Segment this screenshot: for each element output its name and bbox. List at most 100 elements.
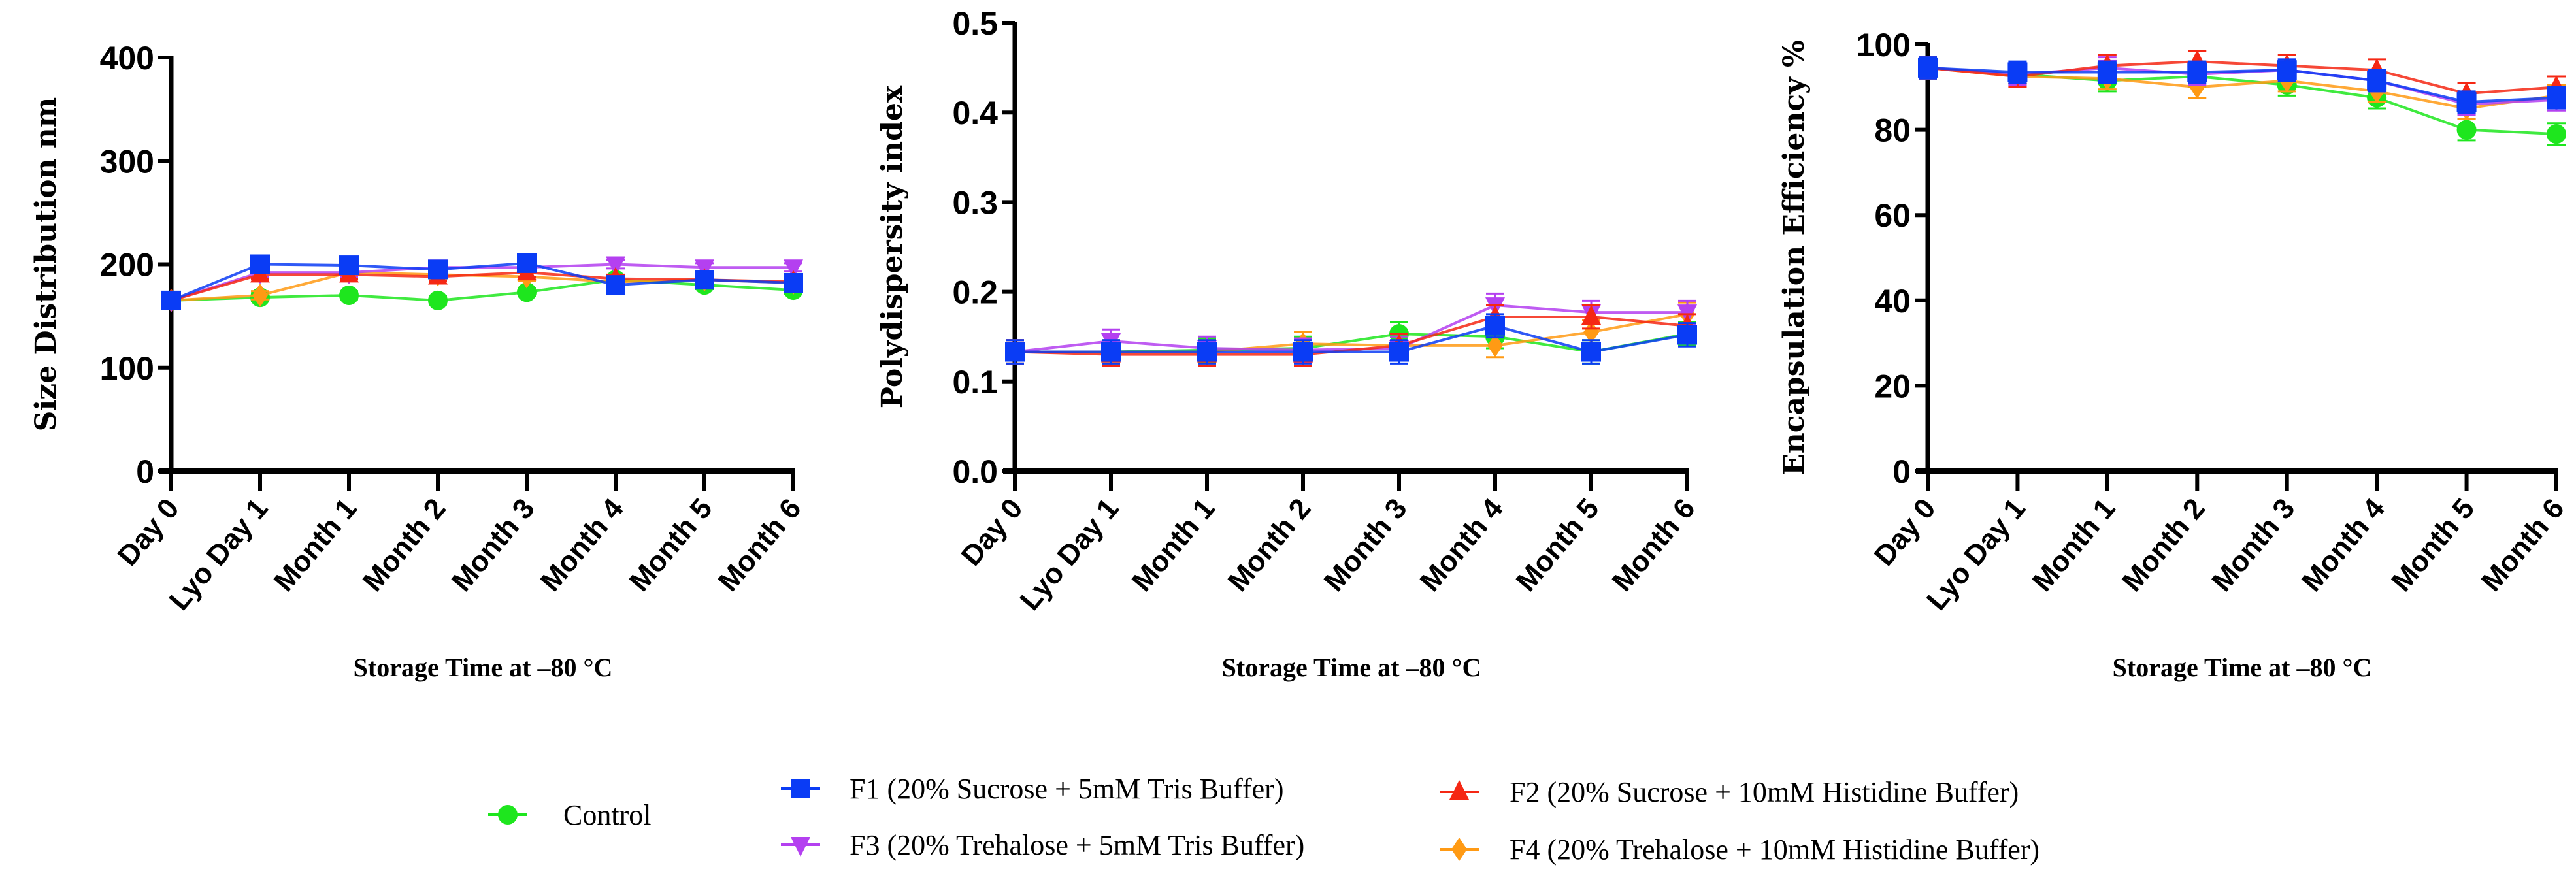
- data-point-f1: [339, 255, 359, 276]
- data-point-f1: [1581, 342, 1601, 362]
- data-point-f1: [1197, 342, 1217, 362]
- y-tick-label: 0: [136, 453, 154, 490]
- x-tick-label: Month 5: [1510, 493, 1606, 598]
- legend-marker-f1: [791, 779, 810, 798]
- x-axis-title: Storage Time at –80 °C: [1222, 653, 1481, 682]
- data-point-control: [339, 285, 359, 305]
- data-point-f1: [428, 259, 448, 280]
- series-line-f2: [1014, 316, 1688, 356]
- x-tick-label: Month 6: [2475, 493, 2571, 598]
- data-point-f1: [2187, 62, 2207, 82]
- data-point-f2: [1581, 305, 1601, 325]
- y-axis-title: Polydispersity index: [876, 85, 909, 408]
- data-point-control: [2456, 120, 2477, 140]
- data-point-f1: [517, 253, 537, 273]
- y-tick-label: 60: [1874, 197, 1911, 234]
- legend-item-control: Control: [488, 799, 651, 831]
- data-point-f1: [1918, 57, 1938, 78]
- y-tick-label: 0.3: [952, 184, 998, 221]
- y-tick-label: 40: [1874, 283, 1911, 319]
- data-point-f3: [606, 256, 625, 276]
- data-point-f1: [695, 270, 714, 290]
- legend-item-f4: F4 (20% Trehalose + 10mM Histidine Buffe…: [1440, 834, 2039, 866]
- x-tick-label: Day 0: [112, 493, 186, 572]
- x-tick-label: Month 3: [2205, 493, 2301, 598]
- x-tick-label: Month 4: [1414, 493, 1510, 598]
- y-tick-label: 100: [100, 350, 154, 387]
- data-point-f1: [250, 254, 270, 274]
- data-point-f1: [2456, 92, 2477, 112]
- series-line-f1: [1015, 324, 1688, 353]
- data-point-f1: [1101, 342, 1121, 362]
- series-line-f2: [1927, 60, 2557, 95]
- x-tick-label: Day 0: [1868, 493, 1942, 572]
- data-point-f1: [2277, 60, 2297, 80]
- y-tick-label: 20: [1874, 368, 1911, 404]
- x-tick-label: Month 3: [1318, 493, 1413, 598]
- legend-label: Control: [563, 799, 651, 831]
- legend-label: F4 (20% Trehalose + 10mM Histidine Buffe…: [1510, 834, 2039, 866]
- series-line-f1: [1927, 66, 2557, 104]
- legend-marker-f3: [791, 837, 810, 857]
- series-line-f4: [1927, 66, 2557, 110]
- y-tick-label: 0: [1892, 453, 1911, 490]
- x-tick-label: Month 5: [623, 493, 719, 598]
- y-tick-label: 0.2: [952, 274, 998, 311]
- y-tick-label: 0.1: [952, 364, 998, 400]
- y-tick-label: 80: [1874, 112, 1911, 149]
- series-f1: [1005, 313, 1697, 365]
- data-point-f3: [784, 259, 803, 280]
- y-tick-label: 300: [100, 143, 154, 180]
- y-axis-title: Size Distribution nm: [29, 97, 63, 432]
- series-f1: [1918, 56, 2566, 114]
- x-tick-label: Month 2: [1222, 493, 1317, 598]
- data-point-f4: [252, 283, 268, 307]
- legend-marker-control: [498, 805, 518, 825]
- x-tick-label: Day 0: [955, 493, 1029, 572]
- data-point-f1: [161, 290, 181, 310]
- data-point-f1: [1293, 342, 1313, 362]
- x-tick-label: Month 3: [446, 493, 541, 598]
- data-point-f1: [606, 275, 625, 295]
- y-axis-title: Encapsulation Efficiency %: [1777, 40, 1811, 476]
- x-tick-label: Lyo Day 1: [1014, 493, 1125, 616]
- data-point-control: [2547, 124, 2566, 144]
- y-tick-label: 400: [100, 40, 154, 76]
- x-tick-label: Month 1: [268, 493, 363, 598]
- y-tick-label: 0.4: [952, 95, 998, 131]
- legend-marker-f4: [1451, 838, 1467, 861]
- data-point-f1: [2367, 71, 2387, 91]
- legend-label: F1 (20% Sucrose + 5mM Tris Buffer): [850, 773, 1283, 805]
- data-point-f1: [784, 272, 803, 293]
- y-tick-label: 0.0: [952, 453, 998, 490]
- legend-item-f3: F3 (20% Trehalose + 5mM Tris Buffer): [781, 829, 1304, 861]
- legend-marker-f2: [1449, 780, 1469, 800]
- series-line-f1: [171, 261, 794, 302]
- legend-item-f1: F1 (20% Sucrose + 5mM Tris Buffer): [781, 773, 1283, 805]
- x-tick-label: Month 2: [357, 493, 452, 598]
- x-axis-title: Storage Time at –80 °C: [354, 653, 613, 682]
- x-tick-label: Month 5: [2385, 493, 2481, 598]
- data-point-f1: [1677, 325, 1697, 345]
- legend-label: F3 (20% Trehalose + 5mM Tris Buffer): [850, 829, 1304, 861]
- x-tick-label: Month 4: [2296, 493, 2391, 598]
- legend: Control F1 (20% Sucrose + 5mM Tris Buffer…: [488, 773, 2039, 866]
- data-point-f4: [1583, 320, 1599, 344]
- data-point-f1: [2547, 88, 2566, 108]
- series-f1: [161, 253, 803, 310]
- x-tick-label: Month 6: [712, 493, 808, 598]
- x-tick-label: Month 4: [535, 493, 630, 598]
- data-point-f1: [1005, 342, 1025, 362]
- y-tick-label: 0.5: [952, 5, 998, 42]
- x-axis-title: Storage Time at –80 °C: [2113, 653, 2372, 682]
- data-point-f1: [2007, 62, 2028, 82]
- data-point-control: [428, 290, 448, 310]
- data-point-f1: [2097, 62, 2117, 82]
- x-tick-label: Month 6: [1606, 493, 1702, 598]
- x-tick-label: Month 1: [2026, 493, 2122, 598]
- data-point-f1: [1485, 316, 1505, 336]
